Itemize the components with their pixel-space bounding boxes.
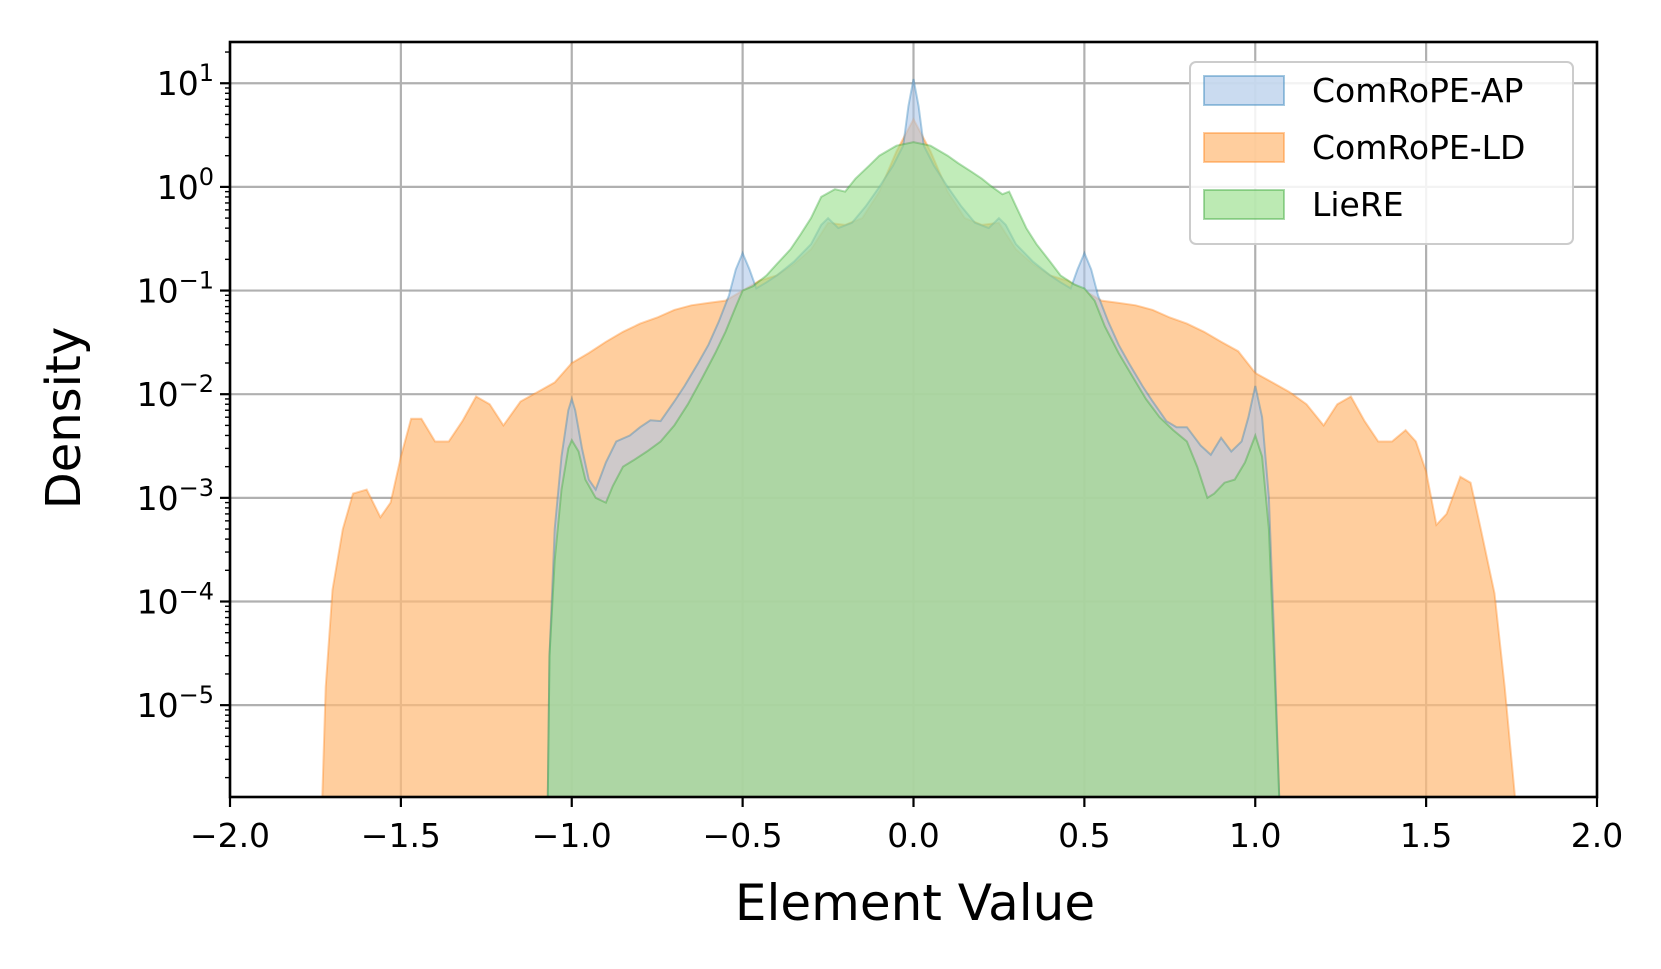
legend-label-comrope-ld: ComRoPE-LD [1312, 128, 1525, 167]
x-tick-label: −1.5 [361, 816, 441, 855]
plot-area-series [321, 78, 1517, 798]
x-tick-label: 0.5 [1058, 816, 1110, 855]
x-tick-label: 0.0 [887, 816, 939, 855]
y-axis-ticks: 101 100 10−1 10−2 10−3 10−4 10−5 [137, 51, 230, 779]
y-tick-label: 10−2 [137, 370, 214, 414]
y-tick-label: 101 [157, 59, 214, 103]
y-tick-label: 100 [157, 163, 214, 207]
legend: ComRoPE-AP ComRoPE-LD LieRE [1189, 61, 1574, 245]
y-tick-label: 10−5 [137, 681, 214, 725]
x-tick-label: −0.5 [703, 816, 783, 855]
y-tick-label: 10−3 [137, 474, 214, 518]
legend-swatch-comrope-ap [1203, 75, 1285, 106]
x-tick-label: −1.0 [532, 816, 612, 855]
x-tick-label: 1.5 [1400, 816, 1452, 855]
y-tick-label: 10−1 [137, 267, 214, 311]
x-axis-title: Element Value [735, 874, 1095, 932]
legend-box [1189, 61, 1574, 245]
x-tick-label: 2.0 [1571, 816, 1623, 855]
y-tick-label: 10−4 [137, 578, 214, 622]
x-tick-label: 1.0 [1229, 816, 1281, 855]
legend-label-liere: LieRE [1312, 185, 1404, 224]
x-tick-label: −2.0 [190, 816, 270, 855]
legend-swatch-comrope-ld [1203, 132, 1285, 163]
legend-label-comrope-ap: ComRoPE-AP [1312, 71, 1523, 110]
legend-swatch-liere [1203, 189, 1285, 220]
series-area-liere [546, 141, 1281, 798]
x-axis-ticks: −2.0 −1.5 −1.0 −0.5 0.0 0.5 1.0 1.5 2.0 [190, 797, 1623, 855]
y-axis-title: Density [36, 327, 92, 509]
